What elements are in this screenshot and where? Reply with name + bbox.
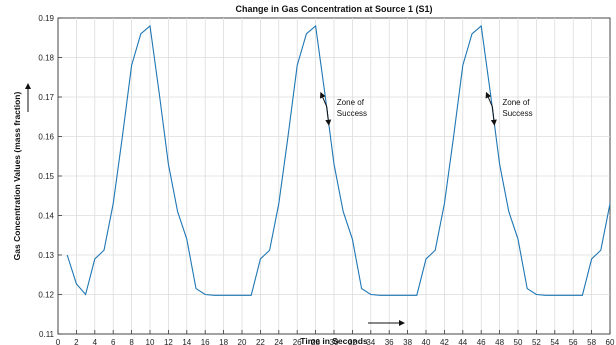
x-tick-label: 18 [219, 338, 228, 345]
y-tick-label: 0.14 [38, 212, 54, 221]
x-tick-label: 26 [293, 338, 302, 345]
zone-of-success-annotation: Zone of Success [485, 91, 533, 126]
series-line-s1 [66, 24, 611, 296]
x-tick-label: 56 [569, 338, 578, 345]
y-tick-label: 0.15 [38, 172, 54, 181]
annotation-label: Zone of Success [502, 98, 532, 118]
y-axis-label: Gas Concentration Values (mass fraction) [12, 92, 22, 261]
x-tick-label: 6 [111, 338, 116, 345]
annotation-arrow-down [325, 106, 332, 126]
x-tick-label: 36 [385, 338, 394, 345]
x-tick-label: 12 [164, 338, 173, 345]
x-tick-label: 44 [458, 338, 467, 345]
x-tick-label: 34 [366, 338, 375, 345]
annotation-arrow-down [490, 106, 497, 126]
x-tick-label: 30 [330, 338, 339, 345]
y-tick-label: 0.13 [38, 251, 54, 260]
chart-title: Change in Gas Concentration at Source 1 … [235, 4, 432, 14]
x-tick-label: 20 [238, 338, 247, 345]
x-tick-label: 40 [422, 338, 431, 345]
x-tick-label: 50 [514, 338, 523, 345]
x-tick-label: 38 [403, 338, 412, 345]
x-tick-label: 32 [348, 338, 357, 345]
y-tick-label: 0.18 [38, 54, 54, 63]
zone-of-success-annotation: Zone of Success [320, 91, 367, 126]
x-tick-label: 2 [74, 338, 79, 345]
x-axis-label: Time in Seconds [300, 336, 368, 345]
x-tick-label: 24 [274, 338, 283, 345]
x-tick-label: 58 [587, 338, 596, 345]
x-tick-label: 14 [182, 338, 191, 345]
x-tick-label: 10 [146, 338, 155, 345]
x-tick-label: 54 [550, 338, 559, 345]
y-tick-label: 0.16 [38, 133, 54, 142]
y-tick-label: 0.17 [38, 93, 54, 102]
x-tick-label: 4 [93, 338, 98, 345]
x-tick-label: 48 [495, 338, 504, 345]
y-tick-label: 0.19 [38, 14, 54, 23]
x-tick-label: 28 [311, 338, 320, 345]
annotations: Zone of Success Zone of Success [320, 91, 533, 126]
annotation-arrow-up [320, 91, 328, 107]
x-tick-label: 60 [606, 338, 615, 345]
x-tick-label: 0 [56, 338, 61, 345]
y-tick-label: 0.11 [39, 330, 55, 339]
y-tick-label: 0.12 [38, 291, 54, 300]
x-tick-label: 42 [440, 338, 449, 345]
x-tick-label: 22 [256, 338, 265, 345]
x-tick-label: 46 [477, 338, 486, 345]
x-tick-label: 16 [201, 338, 210, 345]
annotation-arrow-up [485, 91, 493, 107]
grid-lines [58, 18, 610, 334]
annotation-label: Zone of Success [337, 98, 367, 118]
x-tick-label: 8 [129, 338, 134, 345]
x-tick-label: 52 [532, 338, 541, 345]
tick-labels: 0 2 4 6 8 10 12 14 16 18 20 22 24 26 28 30 32 34 36 38 40 42 4… [38, 14, 615, 345]
